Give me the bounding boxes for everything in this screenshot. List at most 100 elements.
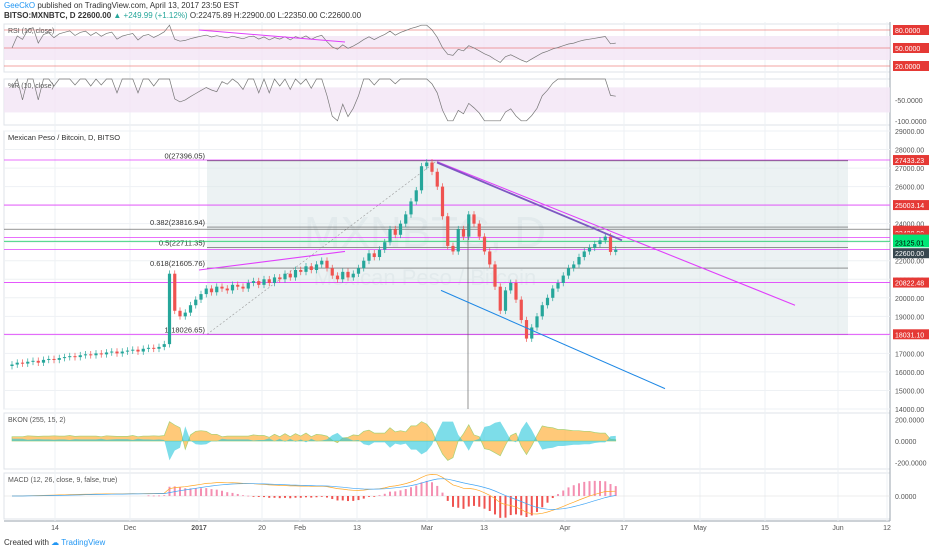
- bkon-tick-label: 200.0000: [895, 417, 924, 424]
- price-label-text: 27433.23: [895, 158, 924, 165]
- price-tick-label: 20000.00: [895, 296, 924, 303]
- macd-hist-bar: [515, 496, 517, 515]
- candle-body: [57, 358, 61, 360]
- candle-body: [461, 229, 466, 237]
- price-tick-label: 15000.00: [895, 388, 924, 395]
- macd-hist-bar: [147, 495, 150, 497]
- candle-body: [530, 327, 534, 339]
- candle-body: [404, 214, 408, 224]
- candle-body: [288, 273, 292, 278]
- last-price: 22600.00: [77, 11, 112, 20]
- candle-body: [330, 268, 334, 276]
- candle-body: [409, 201, 413, 215]
- macd-hist-bar: [425, 480, 428, 496]
- x-tick-label: 13: [480, 525, 488, 532]
- macd-hist-bar: [210, 489, 213, 496]
- candle-body: [603, 236, 607, 241]
- wr-title: %R (10, close): [8, 83, 54, 90]
- macd-hist-bar: [410, 487, 412, 496]
- macd-hist-bar: [389, 491, 391, 496]
- candle-body: [582, 251, 586, 258]
- candle-body: [99, 353, 103, 355]
- macd-hist-bar: [357, 496, 360, 501]
- candle-body: [236, 284, 240, 287]
- candle-body: [167, 273, 172, 345]
- macd-hist-bar: [525, 496, 528, 518]
- candle-body: [519, 299, 523, 321]
- fib-level-label: 0.5(22711.35): [159, 239, 206, 248]
- candle-body: [225, 288, 229, 291]
- candle-body: [278, 277, 282, 280]
- candle-body: [241, 286, 245, 289]
- macd-hist-bar: [163, 495, 166, 496]
- wr-line: [11, 78, 616, 122]
- macd-hist-bar: [368, 496, 370, 497]
- price-tick-label: 28000.00: [895, 148, 924, 155]
- macd-hist-bar: [299, 496, 302, 498]
- candle-body: [173, 273, 177, 311]
- macd-hist-bar: [347, 496, 349, 502]
- macd-hist-bar: [221, 490, 223, 496]
- macd-hist-bar: [541, 496, 544, 508]
- fib-level-label: 0.382(23816.94): [150, 218, 206, 227]
- candle-body: [104, 352, 109, 355]
- macd-hist-bar: [394, 491, 397, 496]
- price-label-text: 23125.01: [895, 240, 924, 247]
- symbol-line: BITSO:MXNBTC, D 22600.00 ▲ +249.99 (+1.1…: [4, 11, 361, 20]
- price-label-badge: [893, 277, 929, 288]
- price-label-text: 25003.14: [895, 203, 924, 210]
- candle-body: [178, 310, 182, 317]
- rsi-level-label: 80.0000: [895, 28, 920, 35]
- candle-body: [41, 359, 46, 363]
- tradingview-brand[interactable]: TradingView: [61, 538, 106, 547]
- x-tick-label: Feb: [294, 525, 306, 532]
- candle-body: [362, 260, 366, 269]
- macd-hist-bar: [467, 496, 470, 507]
- bkon-title: BKON (255, 15, 2): [8, 417, 66, 424]
- candle-body: [15, 362, 19, 365]
- symbol-label[interactable]: BITSO:MXNBTC, D: [4, 11, 76, 20]
- price-tick-label: 16000.00: [895, 370, 924, 377]
- macd-hist-bar: [583, 481, 586, 496]
- macd-hist-bar: [252, 496, 255, 497]
- rsi-level-badge: [893, 61, 929, 71]
- wr-tick-label: -50.0000: [895, 98, 923, 105]
- price-label-text: 20822.48: [895, 281, 924, 288]
- macd-hist-bar: [415, 485, 418, 496]
- candle-body: [388, 229, 392, 243]
- candle-body: [572, 264, 576, 269]
- macd-hist-bar: [236, 493, 239, 496]
- candle-body: [94, 353, 98, 356]
- author-link[interactable]: GeeCkO: [4, 1, 36, 10]
- candle-body: [209, 288, 214, 293]
- candle-body: [31, 360, 35, 362]
- candle-body: [20, 362, 25, 364]
- candle-body: [36, 360, 40, 363]
- candle-body: [146, 347, 151, 349]
- candle-body: [440, 186, 445, 217]
- macd-tick-label: 0.0000: [895, 494, 917, 501]
- candle-body: [598, 240, 602, 245]
- candle-body: [503, 290, 508, 311]
- x-tick-label: 12: [883, 525, 891, 532]
- x-tick-label: May: [693, 525, 707, 532]
- candle-body: [482, 236, 487, 252]
- candle-body: [47, 358, 51, 360]
- candle-body: [593, 244, 597, 248]
- tradingview-logo-icon: ☁: [51, 538, 60, 547]
- macd-hist-bar: [478, 496, 481, 507]
- candle-body: [488, 251, 492, 265]
- macd-hist-bar: [247, 495, 250, 497]
- price-tick-label: 17000.00: [895, 351, 924, 358]
- macd-hist-bar: [152, 495, 155, 497]
- macd-hist-bar: [420, 482, 423, 496]
- candle-body: [377, 249, 382, 258]
- candle-body: [62, 357, 67, 359]
- candle-body: [83, 354, 88, 356]
- candle-body: [293, 270, 298, 278]
- macd-hist-bar: [593, 480, 596, 496]
- macd-hist-bar: [399, 490, 402, 496]
- fib-level-label: 1(18026.65): [165, 325, 206, 334]
- macd-hist-bar: [278, 496, 281, 499]
